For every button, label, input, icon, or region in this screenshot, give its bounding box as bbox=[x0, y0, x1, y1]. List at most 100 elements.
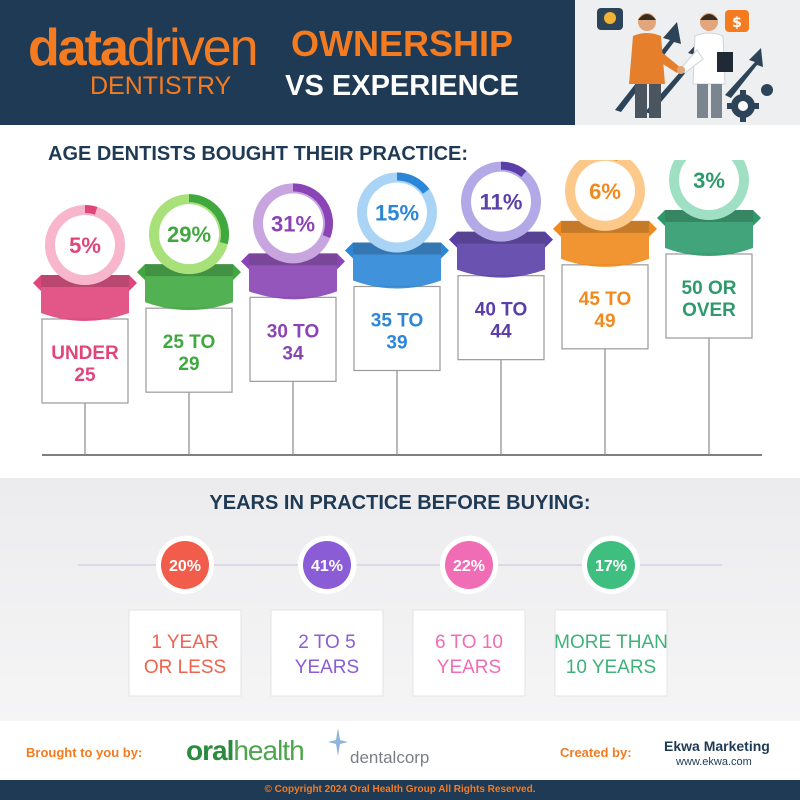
years-category-label: YEARS bbox=[295, 657, 359, 678]
ribbon-ear-left bbox=[137, 264, 145, 281]
ribbon-ear-right bbox=[441, 242, 449, 259]
age-category-label: 49 bbox=[594, 311, 615, 332]
logo-data-text: data bbox=[28, 19, 129, 77]
age-category-label: 44 bbox=[490, 322, 512, 343]
age-ribbon bbox=[249, 253, 337, 300]
age-label-box bbox=[41, 318, 129, 404]
years-chart-title: YEARS IN PRACTICE BEFORE BUYING: bbox=[209, 492, 591, 514]
years-ring bbox=[445, 541, 493, 589]
age-ring-inner bbox=[159, 204, 219, 265]
ribbon-ear-left bbox=[345, 242, 353, 259]
years-category-label: OR LESS bbox=[144, 657, 226, 678]
title-line-1: OWNERSHIP bbox=[290, 23, 513, 64]
years-category-label: 6 TO 10 bbox=[435, 632, 503, 653]
header-banner: datadriven DENTISTRY OWNERSHIP VS EXPERI… bbox=[0, 0, 800, 125]
age-ring-inner bbox=[471, 171, 531, 232]
years-ring bbox=[161, 541, 209, 589]
years-ring bbox=[587, 541, 635, 589]
age-category-label: 30 TO bbox=[267, 321, 319, 342]
tablet-icon bbox=[717, 52, 733, 72]
data-driven-dentistry-logo: datadriven DENTISTRY bbox=[28, 19, 259, 100]
age-ribbon bbox=[145, 264, 233, 311]
age-value-arc bbox=[396, 172, 430, 194]
brought-to-you-label: Brought to you by: bbox=[26, 745, 143, 760]
oral-health-logo-oral: oral bbox=[186, 735, 234, 766]
ribbon-ear-right bbox=[545, 231, 553, 248]
years-label-box bbox=[270, 609, 384, 697]
years-category-label: 2 TO 5 bbox=[298, 632, 355, 653]
creator-url: www.ekwa.com bbox=[676, 756, 752, 768]
age-value-label: 15% bbox=[375, 201, 419, 226]
footer bbox=[0, 721, 800, 780]
years-label-box bbox=[128, 609, 242, 697]
years-category-label: MORE THAN bbox=[554, 632, 668, 653]
logo-dentistry-text: DENTISTRY bbox=[90, 72, 232, 100]
dollar-bubble-icon bbox=[725, 10, 749, 32]
oral-health-logo: oralhealth bbox=[186, 735, 305, 767]
businessman-left-icon bbox=[629, 13, 681, 118]
handshake-illustration: $ bbox=[575, 0, 800, 125]
dentalcorp-spark-icon bbox=[328, 728, 348, 756]
handshake-icon bbox=[677, 66, 685, 74]
page-title: OWNERSHIP VS EXPERIENCE bbox=[282, 24, 522, 104]
age-value-label: 11% bbox=[480, 190, 523, 215]
ribbon-ear-left bbox=[33, 275, 41, 291]
ribbon-ear-right bbox=[233, 264, 241, 281]
age-category-label: 25 TO bbox=[163, 332, 215, 353]
age-label-box bbox=[145, 307, 233, 393]
age-value-label: 29% bbox=[167, 222, 211, 247]
ribbon-ear-right bbox=[129, 275, 137, 291]
years-value-mark bbox=[326, 535, 357, 590]
age-category-label: UNDER bbox=[51, 343, 119, 364]
age-label-box bbox=[561, 264, 649, 350]
years-item-2: 41% 2 TO 5 YEARS bbox=[270, 535, 384, 697]
age-value-arc bbox=[292, 183, 333, 239]
age-category-label: 50 OR bbox=[682, 278, 737, 299]
years-value-label: 17% bbox=[595, 558, 627, 575]
age-ring-inner bbox=[575, 160, 635, 221]
ribbon-ear-right bbox=[649, 220, 657, 237]
age-category-label: 35 TO bbox=[371, 311, 423, 332]
age-value-label: 3% bbox=[693, 168, 725, 193]
age-value-label: 6% bbox=[589, 179, 621, 204]
age-category-label: 25 bbox=[74, 365, 96, 386]
age-ribbon bbox=[665, 210, 753, 256]
ribbon-ear-left bbox=[553, 220, 561, 237]
age-ring-inner bbox=[55, 215, 115, 275]
years-category-label: 1 YEAR bbox=[151, 632, 218, 653]
age-value-label: 31% bbox=[271, 211, 315, 236]
age-value-arc bbox=[500, 161, 527, 178]
gear-icon bbox=[727, 90, 759, 122]
age-ring-inner bbox=[367, 182, 427, 243]
copyright-bar: © Copyright 2024 Oral Health Group All R… bbox=[0, 780, 800, 800]
age-value-label: 5% bbox=[69, 233, 101, 258]
age-ribbon bbox=[41, 275, 129, 321]
ribbon-ear-right bbox=[337, 253, 345, 270]
years-item-3: 22% 6 TO 10 YEARS bbox=[412, 535, 526, 697]
age-ring-inner bbox=[263, 193, 323, 254]
years-value-mark bbox=[610, 535, 637, 554]
dentalcorp-logo: dentalcorp bbox=[350, 748, 430, 767]
years-value-mark bbox=[184, 535, 214, 558]
age-ribbon bbox=[457, 231, 545, 278]
age-category-label: 40 TO bbox=[475, 300, 527, 321]
age-category-label: 34 bbox=[282, 343, 304, 364]
years-label-box bbox=[412, 609, 526, 697]
age-label-box bbox=[353, 285, 441, 372]
title-line-2: VS EXPERIENCE bbox=[285, 70, 519, 102]
svg-text:$: $ bbox=[732, 15, 742, 31]
oral-health-logo-health: health bbox=[233, 735, 304, 766]
years-in-practice-chart: 20% 1 YEAR OR LESS 41% 2 TO 5 YEARS 22% 6 TO 10… bbox=[78, 535, 722, 697]
businessman-right-icon bbox=[680, 13, 733, 118]
age-category-label: 39 bbox=[386, 333, 407, 354]
years-category-label: 10 YEARS bbox=[566, 657, 656, 678]
years-item-1: 20% 1 YEAR OR LESS bbox=[128, 535, 242, 697]
age-category-label: 29 bbox=[178, 354, 199, 375]
